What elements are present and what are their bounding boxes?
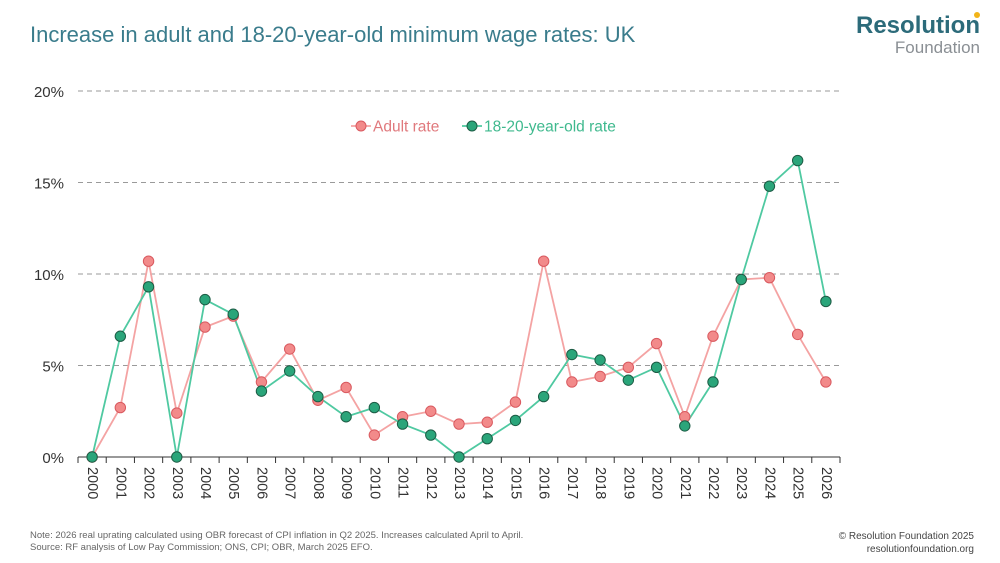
legend-marker-youth [466, 120, 478, 132]
data-point-adult [537, 255, 550, 267]
x-tick-label: 2010 [366, 467, 382, 499]
data-point-adult [707, 330, 719, 342]
x-tick-label: 2025 [790, 467, 806, 499]
x-tick-label: 2015 [507, 467, 523, 499]
data-point-youth [171, 451, 183, 463]
x-tick-label: 2008 [310, 467, 326, 499]
data-point-adult [142, 255, 155, 267]
data-point-adult [425, 405, 437, 417]
legend-label-youth: 18-20-year-old rate [484, 119, 616, 136]
data-point-youth [86, 451, 98, 463]
x-tick-label: 2016 [536, 467, 552, 499]
copyright-text: © Resolution Foundation 2025 [838, 531, 974, 542]
x-tick-label: 2017 [564, 467, 580, 499]
x-tick-label: 2004 [197, 467, 213, 499]
footnotes: Note: 2026 real uprating calculated usin… [30, 530, 523, 554]
data-point-youth [594, 354, 606, 366]
x-tick-label: 2001 [112, 467, 128, 499]
x-tick-label: 2014 [479, 467, 495, 499]
data-point-youth [453, 451, 465, 463]
source-text: Source: RF analysis of Low Pay Commissio… [30, 541, 373, 553]
x-tick-label: 2023 [733, 467, 749, 499]
x-tick-label: 2021 [677, 467, 693, 499]
logo-line2: Foundation [894, 38, 980, 57]
note-text: Note: 2026 real uprating calculated usin… [30, 530, 524, 541]
data-point-youth [481, 433, 493, 445]
x-tick-label: 2024 [761, 467, 777, 499]
x-tick-label: 2003 [169, 467, 185, 499]
x-tick-label: 2006 [253, 467, 269, 499]
chart-title: Increase in adult and 18-20-year-old min… [30, 22, 636, 47]
logo-line1: Resolution [856, 12, 980, 39]
legend-marker-adult [355, 120, 367, 132]
data-point-youth [763, 180, 776, 192]
x-tick-label: 2012 [423, 467, 439, 499]
y-tick-label: 0% [42, 450, 64, 467]
data-point-adult [114, 401, 127, 414]
x-tick-label: 2026 [818, 467, 834, 499]
data-point-youth [679, 420, 691, 432]
logo-dot-icon [974, 12, 980, 18]
x-tick-label: 2018 [592, 467, 608, 499]
data-point-adult [453, 418, 465, 430]
data-point-youth [622, 374, 635, 386]
data-point-youth [537, 390, 550, 403]
data-point-youth [820, 295, 832, 308]
data-point-youth [791, 154, 804, 167]
data-point-adult [594, 370, 606, 383]
data-point-youth [227, 308, 239, 320]
x-tick-label: 2013 [451, 467, 467, 499]
x-tick-label: 2009 [338, 467, 354, 499]
data-point-adult [199, 321, 211, 333]
legend-label-adult: Adult rate [373, 119, 439, 136]
copyright-block: © Resolution Foundation 2025 resolutionf… [839, 530, 974, 556]
data-point-youth [396, 418, 409, 430]
data-point-youth [312, 390, 324, 403]
brand-logo: Resolution Foundation [856, 12, 980, 57]
data-point-youth [650, 361, 663, 374]
data-point-adult [820, 376, 832, 388]
x-tick-label: 2020 [649, 467, 665, 499]
x-tick-label: 2005 [225, 467, 241, 499]
series-line-youth [91, 158, 827, 459]
data-point-youth [735, 273, 747, 286]
data-point-adult [368, 429, 381, 441]
data-point-youth [283, 365, 296, 377]
y-tick-label: 5% [42, 359, 64, 376]
data-point-youth [566, 348, 578, 361]
x-tick-label: 2011 [395, 467, 411, 498]
data-point-adult [171, 407, 183, 419]
data-point-adult [509, 396, 522, 408]
data-point-youth [114, 330, 127, 342]
data-point-adult [340, 381, 352, 394]
data-point-adult [481, 416, 493, 428]
data-point-adult [283, 343, 296, 355]
data-point-adult [791, 328, 804, 341]
data-point-adult [650, 337, 663, 350]
data-point-youth [707, 376, 719, 388]
x-tick-label: 2019 [620, 467, 636, 499]
y-tick-label: 20% [34, 84, 64, 101]
data-point-youth [425, 429, 437, 441]
x-tick-label: 2007 [282, 467, 298, 499]
data-point-youth [255, 385, 268, 397]
data-point-adult [622, 361, 635, 374]
data-point-adult [763, 271, 776, 284]
data-point-adult [566, 376, 578, 388]
data-point-youth [142, 281, 155, 293]
data-point-youth [509, 414, 522, 427]
data-point-youth [368, 401, 381, 414]
x-tick-label: 2000 [84, 467, 100, 499]
x-tick-label: 2022 [705, 467, 721, 499]
y-tick-label: 15% [34, 176, 64, 193]
data-point-youth [199, 293, 211, 306]
y-tick-label: 10% [34, 267, 64, 284]
website-text: resolutionfoundation.org [866, 544, 974, 555]
x-tick-label: 2002 [141, 467, 157, 499]
data-point-youth [340, 411, 352, 423]
